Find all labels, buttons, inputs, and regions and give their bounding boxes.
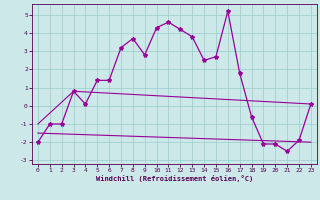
- X-axis label: Windchill (Refroidissement éolien,°C): Windchill (Refroidissement éolien,°C): [96, 175, 253, 182]
